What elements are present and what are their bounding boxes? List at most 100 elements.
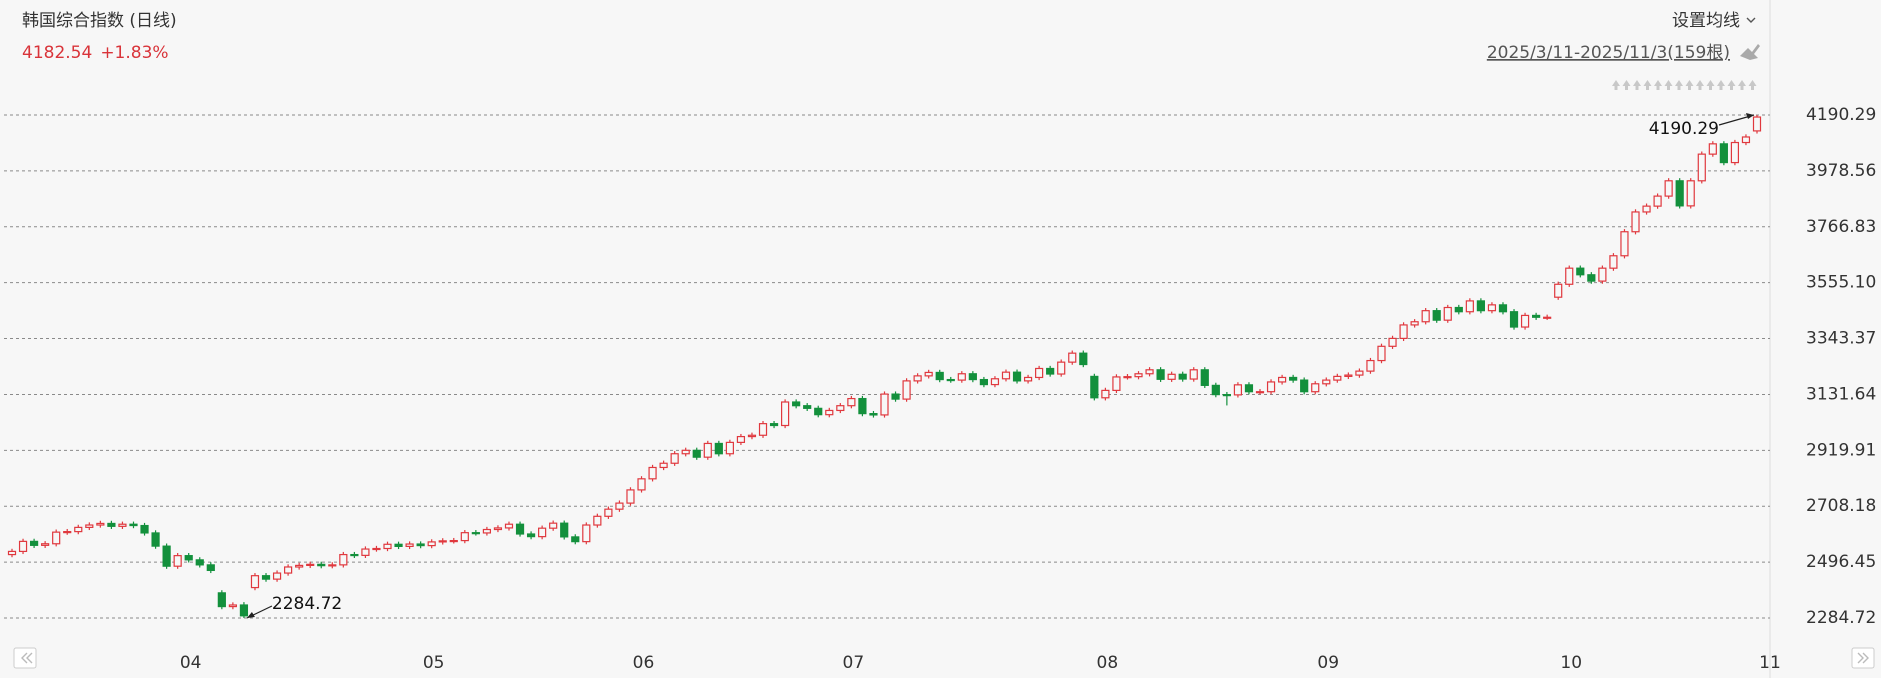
nav-arrow[interactable] (1857, 652, 1869, 664)
candle (692, 447, 701, 460)
candle (1046, 365, 1055, 377)
candle-body (902, 380, 911, 400)
candle-body (1609, 255, 1618, 269)
candle (1068, 350, 1077, 365)
candle (1410, 319, 1419, 328)
nav-arrow[interactable] (21, 652, 33, 664)
candle-body (427, 541, 436, 547)
y-tick-label: 3343.37 (1806, 329, 1876, 349)
candle (968, 371, 977, 383)
candle-body (217, 592, 226, 608)
candle-body (990, 378, 1000, 386)
x-tick-label: 07 (843, 653, 865, 673)
x-tick-label: 10 (1560, 653, 1582, 673)
candle-body (626, 489, 635, 504)
candle-body (571, 536, 580, 543)
candle (405, 541, 414, 550)
candle-body (979, 378, 988, 386)
candle-body (1255, 391, 1265, 394)
y-tick-label: 4190.29 (1806, 105, 1876, 125)
marker-icon (1685, 80, 1694, 90)
dropdown-icon[interactable] (1746, 17, 1756, 23)
candle-body (85, 524, 94, 528)
candle-body (1023, 376, 1033, 382)
candle (1211, 382, 1220, 398)
candle (173, 552, 182, 569)
candle-body (891, 393, 900, 400)
candle (85, 522, 94, 531)
candle (1476, 298, 1485, 314)
candle-body (195, 559, 204, 566)
candle (725, 439, 734, 457)
y-tick-label: 2919.91 (1806, 440, 1876, 460)
candle-body (736, 435, 746, 443)
candle (1532, 312, 1541, 320)
pin-icon[interactable] (1740, 44, 1760, 60)
candle-body (593, 515, 602, 526)
candle (1300, 377, 1309, 395)
candle (902, 378, 911, 402)
nav-box[interactable] (13, 647, 37, 669)
candle (471, 530, 480, 536)
chart-title: 韩国综合指数 (日线) (22, 11, 177, 31)
candle (549, 520, 558, 531)
candle (1333, 373, 1342, 383)
candle (957, 371, 966, 383)
marker-icon (1706, 80, 1715, 90)
candle-body (648, 466, 657, 480)
candle (946, 376, 955, 383)
candle-body (1079, 352, 1088, 366)
candle-body (858, 397, 867, 415)
candle (814, 405, 823, 418)
right-nav-button[interactable] (1851, 647, 1875, 669)
candle (1388, 335, 1397, 349)
ma-setting-button[interactable]: 设置均线 (1672, 11, 1756, 31)
y-tick-label: 3555.10 (1806, 273, 1876, 293)
candle (990, 376, 1000, 388)
candle-body (482, 528, 492, 534)
candle-body (615, 502, 624, 510)
candle (913, 373, 922, 384)
price-change: +1.83% (100, 43, 168, 63)
candle-body (493, 527, 503, 531)
candle-body (1366, 359, 1375, 372)
candle-body (1145, 369, 1154, 375)
candle (1498, 302, 1508, 315)
candle (284, 564, 293, 576)
candle (1355, 368, 1364, 378)
candle (372, 545, 381, 552)
candle-body (1708, 143, 1717, 155)
marker-icon (1612, 80, 1620, 90)
candle-body (1211, 384, 1220, 396)
candle (648, 464, 657, 482)
candle-body (869, 413, 878, 416)
candle (449, 537, 458, 544)
candle-body (350, 553, 359, 557)
candle-body (18, 540, 28, 553)
candle-body (1741, 136, 1751, 144)
candle (1520, 312, 1530, 330)
candle-body (1432, 310, 1441, 321)
candle (1752, 114, 1762, 134)
candle-body (1576, 267, 1585, 276)
candle-body (1543, 316, 1552, 319)
annotation-arrowhead (1746, 112, 1754, 119)
candle-body (1200, 369, 1209, 386)
candle-body (1454, 306, 1463, 313)
candle-body (1377, 345, 1386, 362)
ma-setting-label[interactable]: 设置均线 (1672, 11, 1740, 31)
marker-icon (1738, 80, 1746, 90)
x-tick-label: 11 (1759, 653, 1781, 673)
candle-body (957, 373, 966, 381)
candle-body (1498, 304, 1508, 313)
candle-body (1642, 205, 1651, 213)
candle-body (747, 434, 757, 438)
candle (1609, 253, 1618, 271)
candle-body (1057, 361, 1066, 375)
candle-body (1123, 376, 1132, 379)
candle-body (1244, 384, 1254, 393)
candle (803, 403, 812, 411)
left-nav-button[interactable] (13, 647, 37, 669)
candle (1377, 343, 1386, 364)
range-label[interactable]: 2025/3/11-2025/11/3(159根) (1487, 43, 1730, 63)
